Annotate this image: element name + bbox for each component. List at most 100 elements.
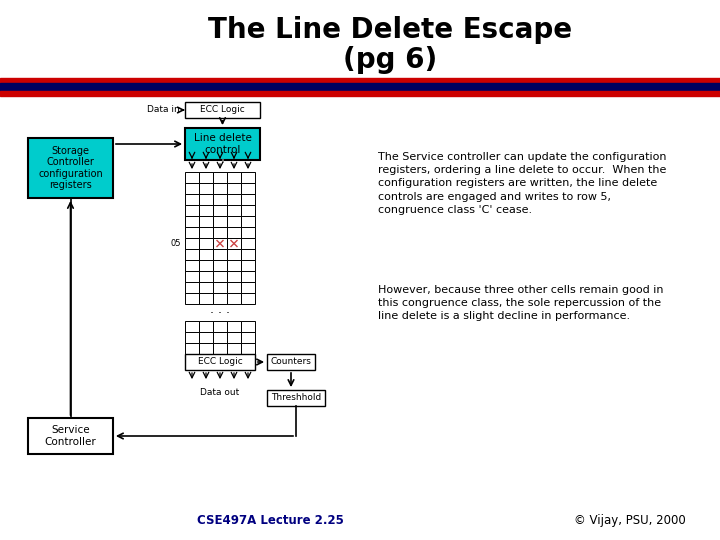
Bar — [0, 78, 720, 83]
Bar — [241, 238, 255, 249]
Bar — [199, 194, 213, 205]
Bar — [227, 260, 241, 271]
Bar — [213, 227, 227, 238]
Text: Data in: Data in — [148, 105, 180, 114]
Bar — [199, 205, 213, 216]
Text: Line delete
control: Line delete control — [194, 133, 251, 155]
Bar — [185, 260, 199, 271]
Text: 05: 05 — [171, 239, 181, 248]
Bar — [185, 227, 199, 238]
Bar — [199, 260, 213, 271]
Bar — [213, 293, 227, 304]
Bar — [0, 91, 720, 96]
Bar — [241, 172, 255, 183]
Bar — [0, 83, 720, 91]
Text: Data out: Data out — [200, 388, 240, 397]
Bar — [199, 183, 213, 194]
Bar — [213, 216, 227, 227]
Bar — [227, 172, 241, 183]
Text: ECC Logic: ECC Logic — [197, 357, 243, 367]
Text: Threshhold: Threshhold — [271, 394, 321, 402]
Bar — [213, 194, 227, 205]
Text: The Service controller can update the configuration
registers, ordering a line d: The Service controller can update the co… — [378, 152, 667, 215]
Bar — [241, 227, 255, 238]
Bar — [199, 172, 213, 183]
Text: CSE497A Lecture 2.25: CSE497A Lecture 2.25 — [197, 514, 343, 527]
Text: Storage
Controller
configuration
registers: Storage Controller configuration registe… — [38, 146, 103, 191]
Bar — [185, 238, 199, 249]
Bar — [185, 102, 260, 118]
Bar — [227, 227, 241, 238]
Bar — [185, 321, 199, 332]
Bar — [227, 321, 241, 332]
Bar — [227, 194, 241, 205]
Bar — [241, 321, 255, 332]
Bar — [227, 216, 241, 227]
Bar — [213, 238, 227, 249]
Bar — [213, 249, 227, 260]
Bar — [199, 282, 213, 293]
Bar — [213, 321, 227, 332]
Bar — [185, 205, 199, 216]
Bar — [227, 238, 241, 249]
Bar — [28, 418, 113, 454]
Bar — [213, 205, 227, 216]
Bar — [241, 205, 255, 216]
Bar — [227, 205, 241, 216]
Text: · · ·: · · · — [210, 307, 230, 320]
Bar — [241, 194, 255, 205]
Bar — [241, 216, 255, 227]
Bar — [213, 271, 227, 282]
Bar — [213, 282, 227, 293]
Bar — [199, 343, 213, 354]
Bar — [241, 271, 255, 282]
Bar — [185, 293, 199, 304]
Bar — [213, 260, 227, 271]
Bar — [227, 183, 241, 194]
Bar — [267, 390, 325, 406]
Bar — [241, 249, 255, 260]
Bar — [185, 343, 199, 354]
Bar — [241, 343, 255, 354]
Bar — [28, 138, 113, 198]
Bar — [227, 249, 241, 260]
Bar — [227, 271, 241, 282]
Text: Counters: Counters — [271, 357, 312, 367]
Bar — [199, 321, 213, 332]
Bar — [213, 183, 227, 194]
Text: However, because three other cells remain good in
this congruence class, the sol: However, because three other cells remai… — [378, 285, 664, 321]
Bar — [213, 343, 227, 354]
Bar — [227, 282, 241, 293]
Text: © Vijay, PSU, 2000: © Vijay, PSU, 2000 — [574, 514, 686, 527]
Bar — [267, 354, 315, 370]
Bar — [199, 271, 213, 282]
Bar — [241, 183, 255, 194]
Bar — [185, 216, 199, 227]
Bar — [199, 216, 213, 227]
Bar — [227, 343, 241, 354]
Bar — [227, 332, 241, 343]
Bar — [241, 293, 255, 304]
Bar — [185, 172, 199, 183]
Text: Service
Controller: Service Controller — [45, 425, 96, 447]
Bar — [241, 282, 255, 293]
Bar — [199, 293, 213, 304]
Bar — [213, 172, 227, 183]
Text: ECC Logic: ECC Logic — [200, 105, 245, 114]
Bar — [213, 332, 227, 343]
Bar — [185, 128, 260, 160]
Bar — [185, 183, 199, 194]
Bar — [199, 249, 213, 260]
Bar — [185, 282, 199, 293]
Bar — [185, 194, 199, 205]
Bar — [185, 332, 199, 343]
Bar — [185, 354, 255, 370]
Bar — [199, 238, 213, 249]
Bar — [241, 332, 255, 343]
Text: (pg 6): (pg 6) — [343, 46, 437, 74]
Bar — [199, 227, 213, 238]
Bar — [185, 271, 199, 282]
Bar — [241, 260, 255, 271]
Bar — [199, 332, 213, 343]
Bar — [227, 293, 241, 304]
